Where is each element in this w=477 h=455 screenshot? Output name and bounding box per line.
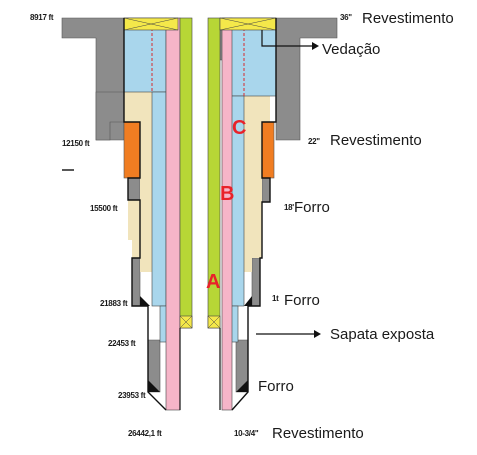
label-forro-16: Forro bbox=[284, 292, 320, 309]
blue-cement-left-mid bbox=[151, 91, 167, 307]
shoe-left-mid bbox=[140, 296, 150, 306]
formation-left-low bbox=[131, 257, 141, 307]
size-18: 18' bbox=[284, 203, 294, 212]
depth-15500: 15500 ft bbox=[90, 204, 118, 213]
shoe-right-bottom bbox=[236, 380, 248, 392]
vedacao-arrow bbox=[261, 30, 319, 50]
zone-c: C bbox=[232, 117, 247, 139]
formation-right-mid bbox=[261, 177, 271, 203]
label-revestimento-36: Revestimento bbox=[362, 10, 454, 27]
casing-line-left bbox=[123, 18, 167, 411]
depth-26442: 26442,1 ft bbox=[128, 429, 162, 438]
label-vedacao: Vedação bbox=[322, 41, 381, 58]
label-revestimento-22: Revestimento bbox=[330, 132, 422, 149]
formation-left bbox=[95, 91, 125, 141]
size-36: 36" bbox=[340, 13, 352, 22]
size-10-3-4: 10-3/4" bbox=[234, 429, 259, 438]
orange-shoe-left bbox=[123, 121, 141, 179]
depth-8917: 8917 ft bbox=[30, 13, 54, 22]
label-forro-18: Forro bbox=[294, 199, 330, 216]
zone-b: B bbox=[220, 183, 235, 205]
zone-a: A bbox=[206, 271, 221, 293]
formation-right-low bbox=[251, 257, 261, 307]
depth-23953: 23953 ft bbox=[118, 391, 146, 400]
size-16: 1t bbox=[272, 294, 279, 303]
seal-packer-right bbox=[207, 315, 221, 329]
casing-line-right bbox=[231, 18, 277, 411]
pink-tubing-left bbox=[165, 17, 181, 411]
sapata-arrow bbox=[256, 330, 321, 338]
label-sapata-exposta: Sapata exposta bbox=[330, 326, 435, 343]
depth-22453: 22453 ft bbox=[108, 339, 136, 348]
orange-shoe-right bbox=[261, 121, 275, 179]
depth-21883: 21883 ft bbox=[100, 299, 128, 308]
green-tubing-left bbox=[179, 17, 193, 329]
formation-left-mid bbox=[127, 177, 141, 201]
seal-top-right bbox=[219, 17, 277, 31]
label-forro-low: Forro bbox=[258, 378, 294, 395]
shoe-right-mid bbox=[244, 296, 252, 306]
label-revestimento-bottom: Revestimento bbox=[272, 425, 364, 442]
size-22: 22" bbox=[308, 137, 320, 146]
depth-12150: 12150 ft bbox=[62, 139, 90, 148]
seal-packer-left bbox=[179, 315, 193, 329]
shoe-left-bottom bbox=[148, 380, 160, 392]
pink-tubing-right bbox=[221, 17, 233, 411]
seal-top-left bbox=[123, 17, 179, 31]
